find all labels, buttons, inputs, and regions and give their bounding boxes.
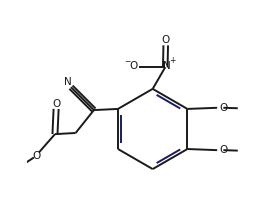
Text: O: O [220,145,228,155]
Text: +: + [169,56,175,65]
Text: −: − [124,57,131,66]
Text: O: O [220,103,228,113]
Text: N: N [163,61,170,71]
Text: N: N [64,77,72,87]
Text: O: O [33,151,41,161]
Text: O: O [162,35,170,45]
Text: O: O [52,99,60,109]
Text: O: O [130,62,138,71]
